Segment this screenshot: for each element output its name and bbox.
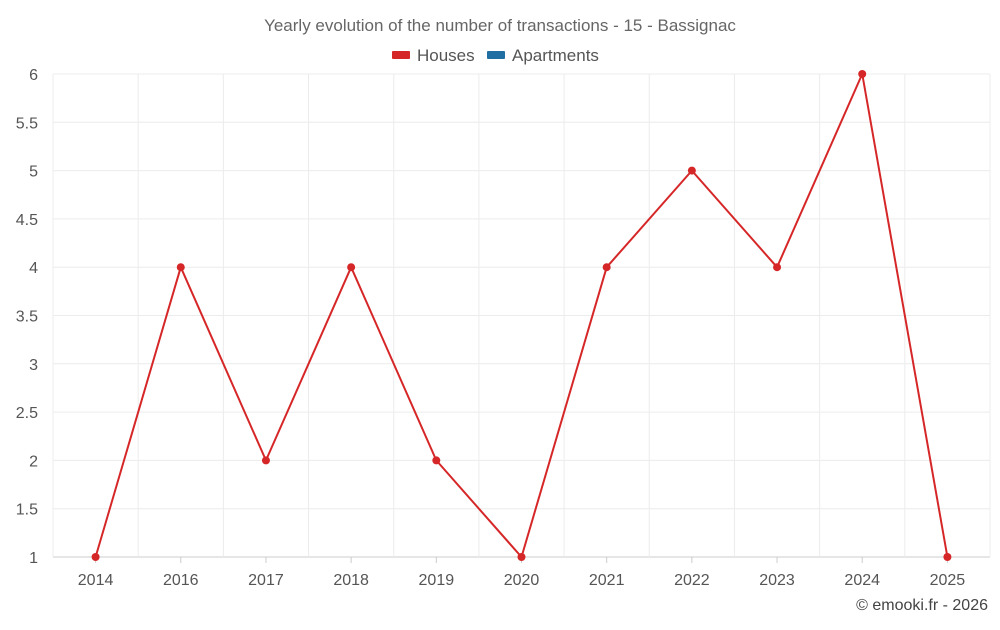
legend-label-houses: Houses xyxy=(417,46,475,65)
data-point-houses-2024[interactable] xyxy=(858,70,867,78)
y-tick-label: 4 xyxy=(29,260,38,277)
data-point-houses-2023[interactable] xyxy=(773,263,782,272)
footer-credit: © emooki.fr - 2026 xyxy=(856,597,988,614)
x-tick-label: 2020 xyxy=(504,572,540,589)
data-point-houses-2021[interactable] xyxy=(602,263,611,272)
x-tick-label: 2023 xyxy=(759,572,795,589)
x-tick-label: 2024 xyxy=(844,572,880,589)
legend-swatch-apartments xyxy=(487,51,505,59)
data-point-houses-2025[interactable] xyxy=(943,553,952,561)
x-tick-label: 2021 xyxy=(589,572,625,589)
chart-title: Yearly evolution of the number of transa… xyxy=(264,16,736,35)
y-tick-label: 2.5 xyxy=(16,405,38,422)
legend-swatch-houses xyxy=(392,51,410,59)
data-point-houses-2014[interactable] xyxy=(91,553,100,561)
y-tick-label: 3 xyxy=(29,357,38,374)
y-tick-label: 1 xyxy=(29,550,38,567)
data-point-houses-2018[interactable] xyxy=(347,263,356,272)
x-tick-label: 2019 xyxy=(419,572,455,589)
x-axis: 2014 2016 2017 2018 2019 2020 2021 2022 2023 2024… xyxy=(78,557,966,589)
y-tick-label: 2 xyxy=(29,453,38,470)
series-layer xyxy=(91,70,952,561)
y-axis: 1 1.5 2 2.5 3 3.5 4 4.5 5 5.5 6 xyxy=(16,67,38,567)
y-tick-label: 5 xyxy=(29,164,38,181)
legend-item-houses[interactable]: Houses xyxy=(392,46,475,65)
legend-label-apartments: Apartments xyxy=(512,46,599,65)
data-point-houses-2020[interactable] xyxy=(517,553,526,561)
x-tick-label: 2017 xyxy=(248,572,284,589)
x-tick-label: 2018 xyxy=(333,572,369,589)
legend-item-apartments[interactable]: Apartments xyxy=(487,46,599,65)
data-point-houses-2016[interactable] xyxy=(176,263,185,272)
legend: Houses Apartments xyxy=(392,46,599,65)
data-point-houses-2017[interactable] xyxy=(261,456,270,465)
y-tick-label: 3.5 xyxy=(16,309,38,326)
data-point-houses-2019[interactable] xyxy=(432,456,441,465)
y-tick-label: 6 xyxy=(29,67,38,84)
y-tick-label: 4.5 xyxy=(16,212,38,229)
x-tick-label: 2025 xyxy=(930,572,966,589)
data-point-houses-2022[interactable] xyxy=(687,166,696,175)
x-tick-label: 2014 xyxy=(78,572,114,589)
x-tick-label: 2016 xyxy=(163,572,199,589)
x-tick-label: 2022 xyxy=(674,572,710,589)
y-tick-label: 1.5 xyxy=(16,502,38,519)
y-tick-label: 5.5 xyxy=(16,115,38,132)
